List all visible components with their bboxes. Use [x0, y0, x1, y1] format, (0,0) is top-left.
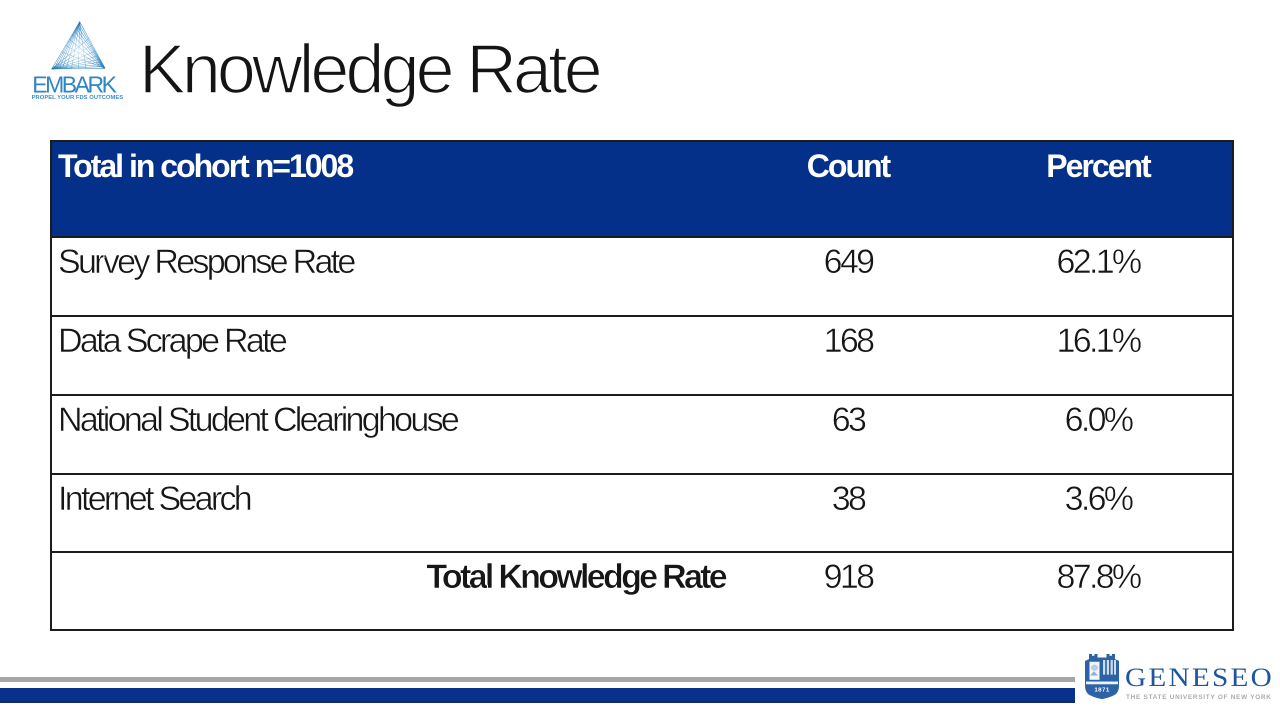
- svg-text:1871: 1871: [1094, 688, 1110, 694]
- svg-text:PROPEL YOUR FDS OUTCOMES: PROPEL YOUR FDS OUTCOMES: [32, 95, 124, 100]
- svg-text:EMBARK: EMBARK: [32, 72, 120, 98]
- svg-text:GENESEO: GENESEO: [1125, 663, 1274, 692]
- svg-text:THE STATE UNIVERSITY OF NEW YO: THE STATE UNIVERSITY OF NEW YORK: [1126, 694, 1272, 701]
